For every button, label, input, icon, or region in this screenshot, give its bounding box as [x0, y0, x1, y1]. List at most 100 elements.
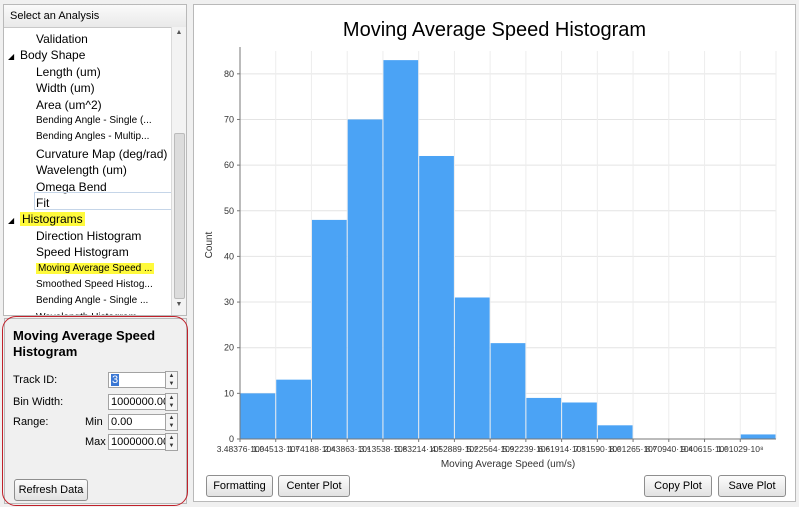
tree-item-label: Bending Angle - Single ...	[36, 295, 149, 307]
bin-width-field[interactable]: 1000000.00	[108, 394, 169, 410]
y-tick-label: 30	[224, 297, 234, 307]
tree-item-label: Curvature Map (deg/rad)	[36, 146, 168, 161]
x-tick-label: 3.13538·10⁶	[360, 444, 407, 454]
tree-item[interactable]: Direction Histogram	[36, 228, 141, 244]
range-label: Range:	[13, 416, 49, 428]
tree-item[interactable]: Bending Angle - Single ...	[36, 293, 148, 309]
max-label: Max	[85, 436, 106, 448]
formatting-button[interactable]: Formatting	[206, 475, 273, 497]
y-tick-label: 80	[224, 69, 234, 79]
spin-down-icon[interactable]: ▼	[168, 423, 175, 429]
scroll-up-icon[interactable]: ▲	[175, 29, 183, 36]
center-plot-button[interactable]: Center Plot	[278, 475, 350, 497]
tree-item[interactable]: Moving Average Speed ...	[36, 261, 155, 277]
y-tick-label: 60	[224, 160, 234, 170]
analysis-tree[interactable]: Select an Analysis Validation ◢ Body Shape…	[3, 4, 187, 316]
expand-arrow-icon[interactable]: ◢	[8, 52, 15, 62]
x-tick-label: 3.83214·10⁶	[395, 444, 442, 454]
refresh-data-button[interactable]: Refresh Data	[14, 479, 88, 501]
histogram-bar	[490, 343, 526, 439]
spin-down-icon[interactable]: ▼	[168, 381, 175, 387]
tree-item[interactable]: Width (um)	[36, 80, 95, 96]
histogram-bar	[740, 434, 776, 439]
x-tick-label: 1.04513·10⁶	[252, 444, 299, 454]
tree-item-label: Histograms	[20, 212, 85, 227]
histogram-bar	[597, 425, 633, 439]
track-id-field[interactable]: 3	[108, 372, 166, 388]
y-tick-label: 10	[224, 388, 234, 398]
tree-item-label: Omega Bend	[36, 179, 107, 194]
histogram-bar	[526, 397, 562, 439]
spin-down-icon[interactable]: ▼	[168, 403, 175, 409]
tree-item-label: Area (um^2)	[36, 97, 102, 112]
y-tick-label: 40	[224, 251, 234, 261]
histogram-bar	[562, 402, 597, 439]
tree-item[interactable]: Speed Histogram	[36, 244, 129, 260]
histogram-bar	[347, 119, 383, 440]
track-id-value: 3	[111, 374, 120, 386]
spin-up-icon[interactable]: ▲	[168, 415, 175, 421]
spin-up-icon[interactable]: ▲	[168, 435, 175, 441]
spin-down-icon[interactable]: ▼	[168, 443, 175, 449]
tree-item[interactable]: Length (um)	[36, 64, 101, 80]
x-tick-label: 7.31590·10⁶	[574, 444, 621, 454]
bin-width-stepper[interactable]: ▲ ▼	[165, 393, 178, 411]
y-tick-label: 0	[229, 434, 234, 444]
min-field[interactable]: 0.00	[108, 414, 166, 430]
tree-item-label: Moving Average Speed ...	[36, 262, 155, 274]
histogram-bar	[276, 379, 311, 439]
track-id-stepper[interactable]: ▲ ▼	[165, 371, 178, 389]
tree-item-label: Bending Angles - Multip...	[36, 131, 150, 143]
tree-item-label: Length (um)	[36, 64, 101, 79]
y-tick-label: 20	[224, 343, 234, 353]
tree-item[interactable]: Smoothed Speed Histog...	[36, 277, 153, 293]
histogram-bar	[383, 60, 419, 439]
tree-item[interactable]: Validation	[36, 31, 88, 47]
tree-item-label: Wavelength Histogram	[36, 312, 137, 315]
bin-width-label: Bin Width:	[13, 396, 64, 408]
tree-item[interactable]: Bending Angles - Multip...	[36, 129, 149, 145]
tree-item[interactable]: Curvature Map (deg/rad)	[36, 146, 167, 162]
plot-panel: Moving Average Speed Histogram 0 10 20 30 40…	[193, 4, 796, 502]
track-id-label: Track ID:	[13, 374, 58, 386]
min-label: Min	[85, 416, 103, 428]
copy-plot-button[interactable]: Copy Plot	[644, 475, 712, 497]
x-tick-label: 4.52889·10⁶	[431, 444, 478, 454]
y-axis-label: Count	[204, 231, 215, 258]
histogram-bar	[311, 219, 347, 439]
spin-up-icon[interactable]: ▲	[168, 395, 175, 401]
x-tick-label: 1.01029·10⁸	[717, 444, 764, 454]
histogram-bar	[419, 155, 454, 440]
spin-up-icon[interactable]: ▲	[168, 373, 175, 379]
max-stepper[interactable]: ▲ ▼	[165, 433, 178, 451]
tree-scrollbar[interactable]: ▲ ▼	[171, 27, 186, 315]
settings-panel: Moving Average Speed Histogram Track ID:…	[4, 318, 187, 504]
tree-item[interactable]: Area (um^2)	[36, 97, 102, 113]
x-tick-label: 8.01265·10⁶	[610, 444, 657, 454]
tree-item[interactable]: ◢ Histograms	[8, 211, 85, 227]
scroll-down-icon[interactable]: ▼	[175, 301, 183, 308]
plot-toolbar: Formatting Center Plot Copy Plot Save Pl…	[194, 471, 795, 501]
tree-item[interactable]: Wavelength Histogram	[36, 310, 137, 315]
tree-item[interactable]: Fit	[36, 195, 49, 211]
min-stepper[interactable]: ▲ ▼	[165, 413, 178, 431]
tree-item[interactable]: Bending Angle - Single (...	[36, 113, 152, 129]
x-tick-label: 6.61914·10⁶	[538, 444, 585, 454]
expand-arrow-icon[interactable]: ◢	[8, 216, 15, 226]
scroll-thumb[interactable]	[174, 133, 185, 299]
selection-outline	[34, 192, 172, 210]
tree-header: Select an Analysis	[4, 5, 186, 28]
x-tick-label: 2.43863·10⁶	[324, 444, 371, 454]
tree-item-label: Width (um)	[36, 81, 95, 96]
x-tick-label: 3.48376·10⁵	[217, 444, 264, 454]
save-plot-button[interactable]: Save Plot	[718, 475, 786, 497]
tree-item-label: Bending Angle - Single (...	[36, 115, 152, 126]
tree-item-label: Speed Histogram	[36, 245, 129, 260]
tree-item[interactable]: Omega Bend	[36, 179, 107, 195]
x-tick-label: 5.92239·10⁶	[503, 444, 550, 454]
max-field[interactable]: 1000000.00	[108, 434, 169, 450]
x-tick-label: 9.40615·10⁶	[681, 444, 728, 454]
tree-item[interactable]: Wavelength (um)	[36, 162, 127, 178]
x-tick-label: 1.74188·10⁶	[288, 444, 335, 454]
tree-item[interactable]: ◢ Body Shape	[8, 47, 85, 63]
